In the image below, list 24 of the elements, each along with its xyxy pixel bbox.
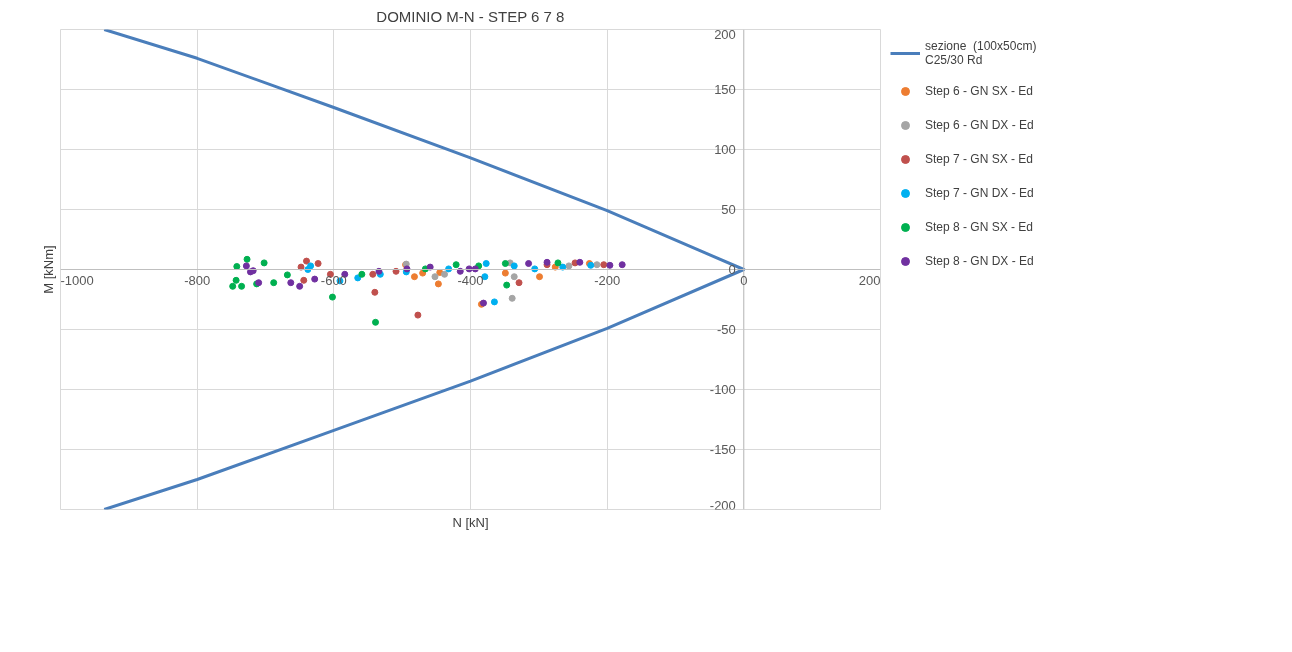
x-tick-label: -400 bbox=[457, 272, 484, 288]
x-tick-label: -1000 bbox=[60, 272, 94, 288]
legend-label: Step 6 - GN DX - Ed bbox=[925, 118, 1034, 132]
x-tick-label: 200 bbox=[858, 272, 881, 288]
y-tick-label: 50 bbox=[721, 202, 736, 217]
y-tick-label: -100 bbox=[709, 382, 736, 397]
legend-label: Step 6 - GN SX - Ed bbox=[925, 84, 1034, 98]
y-axis-title: M [kNm] bbox=[40, 245, 56, 294]
x-tick-label: -200 bbox=[594, 272, 621, 288]
chart-title: DOMINIO M-N - STEP 6 7 8 bbox=[376, 7, 565, 25]
x-tick-label: 0 bbox=[740, 272, 748, 288]
y-tick-label: 150 bbox=[714, 82, 736, 97]
y-tick-label: -50 bbox=[717, 322, 736, 337]
legend-label: Step 8 - GN SX - Ed bbox=[925, 220, 1034, 234]
legend-label: sezione (100x50cm) C25/30 Rd bbox=[925, 39, 1037, 67]
legend-label: Step 8 - GN DX - Ed bbox=[925, 254, 1034, 268]
y-tick-label: 200 bbox=[714, 26, 736, 42]
x-axis-title: N [kN] bbox=[452, 514, 489, 530]
y-tick-label: -150 bbox=[709, 442, 736, 457]
legend-label: Step 7 - GN SX - Ed bbox=[925, 152, 1034, 166]
x-tick-label: -800 bbox=[184, 272, 211, 288]
y-tick-label: -200 bbox=[709, 497, 736, 513]
y-tick-label: 100 bbox=[714, 142, 736, 157]
legend-label: Step 7 - GN DX - Ed bbox=[925, 186, 1034, 200]
